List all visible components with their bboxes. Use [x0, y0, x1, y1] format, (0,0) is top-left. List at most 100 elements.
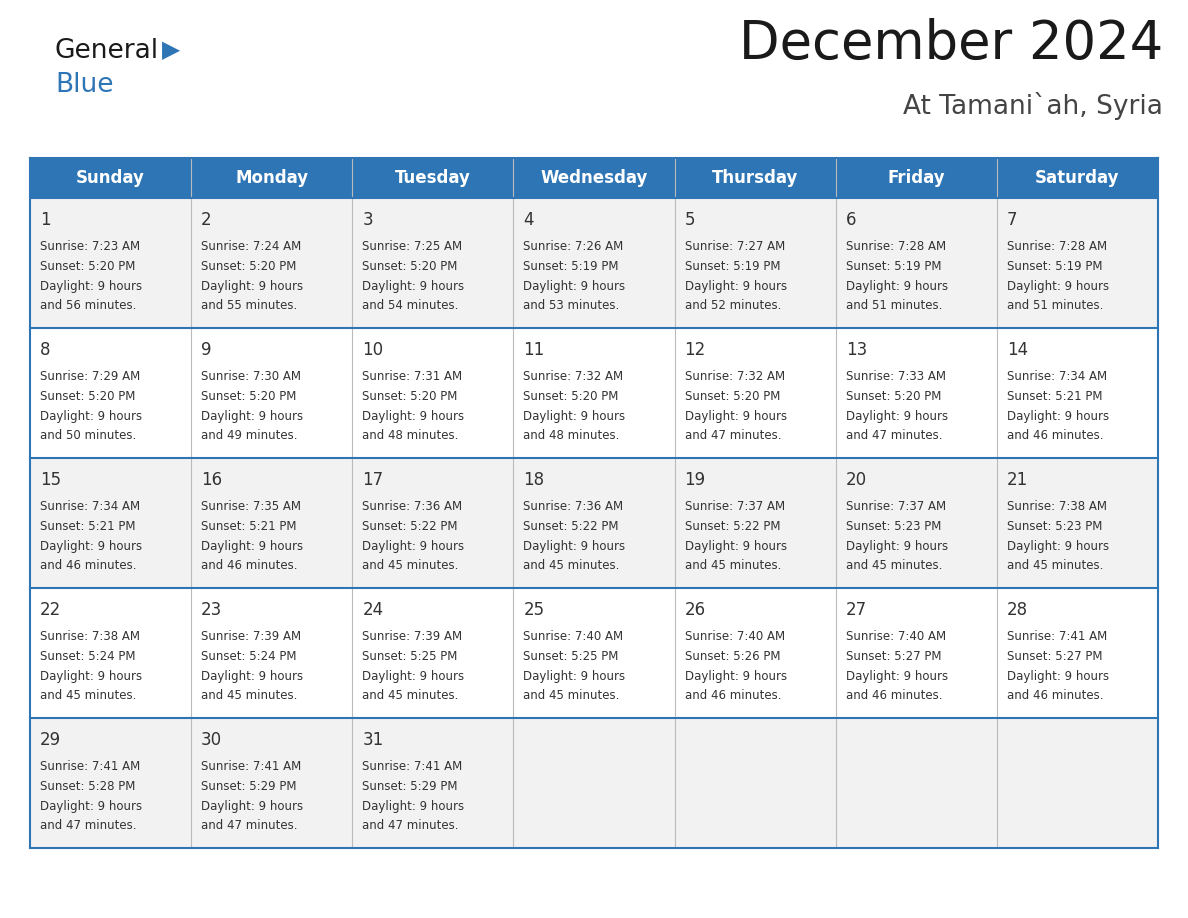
Text: and 45 minutes.: and 45 minutes.: [1007, 559, 1104, 572]
Text: Sunset: 5:20 PM: Sunset: 5:20 PM: [40, 260, 135, 273]
Text: Sunday: Sunday: [76, 169, 145, 187]
Text: Sunset: 5:19 PM: Sunset: 5:19 PM: [846, 260, 941, 273]
Text: Daylight: 9 hours: Daylight: 9 hours: [201, 540, 303, 553]
Text: Sunrise: 7:33 AM: Sunrise: 7:33 AM: [846, 370, 946, 383]
Text: 25: 25: [524, 601, 544, 619]
Text: Sunset: 5:26 PM: Sunset: 5:26 PM: [684, 650, 781, 663]
Text: Sunset: 5:20 PM: Sunset: 5:20 PM: [524, 390, 619, 403]
Text: 6: 6: [846, 211, 857, 229]
Text: Sunset: 5:20 PM: Sunset: 5:20 PM: [201, 390, 297, 403]
Text: Sunset: 5:19 PM: Sunset: 5:19 PM: [1007, 260, 1102, 273]
Text: 24: 24: [362, 601, 384, 619]
Text: Sunset: 5:20 PM: Sunset: 5:20 PM: [362, 260, 457, 273]
Text: and 50 minutes.: and 50 minutes.: [40, 429, 137, 442]
Text: Sunrise: 7:31 AM: Sunrise: 7:31 AM: [362, 370, 462, 383]
Text: 8: 8: [40, 341, 51, 359]
Text: and 49 minutes.: and 49 minutes.: [201, 429, 298, 442]
Text: Sunrise: 7:37 AM: Sunrise: 7:37 AM: [846, 500, 946, 513]
Text: 15: 15: [40, 471, 61, 489]
Text: Daylight: 9 hours: Daylight: 9 hours: [1007, 670, 1108, 683]
Text: Sunrise: 7:41 AM: Sunrise: 7:41 AM: [40, 760, 140, 773]
Text: Sunrise: 7:34 AM: Sunrise: 7:34 AM: [40, 500, 140, 513]
Text: Daylight: 9 hours: Daylight: 9 hours: [684, 540, 786, 553]
Text: Sunrise: 7:24 AM: Sunrise: 7:24 AM: [201, 240, 302, 253]
Text: Daylight: 9 hours: Daylight: 9 hours: [201, 410, 303, 423]
Text: Sunrise: 7:39 AM: Sunrise: 7:39 AM: [201, 630, 302, 643]
Text: Daylight: 9 hours: Daylight: 9 hours: [40, 540, 143, 553]
Text: Sunset: 5:19 PM: Sunset: 5:19 PM: [524, 260, 619, 273]
Text: and 47 minutes.: and 47 minutes.: [201, 819, 298, 832]
Text: Daylight: 9 hours: Daylight: 9 hours: [1007, 540, 1108, 553]
Text: 17: 17: [362, 471, 384, 489]
Text: Daylight: 9 hours: Daylight: 9 hours: [846, 410, 948, 423]
Text: Sunrise: 7:41 AM: Sunrise: 7:41 AM: [1007, 630, 1107, 643]
Text: 31: 31: [362, 731, 384, 749]
Text: Daylight: 9 hours: Daylight: 9 hours: [684, 280, 786, 293]
Bar: [30, 588, 1158, 718]
Text: Sunrise: 7:30 AM: Sunrise: 7:30 AM: [201, 370, 301, 383]
Text: 16: 16: [201, 471, 222, 489]
Text: and 48 minutes.: and 48 minutes.: [524, 429, 620, 442]
Text: Daylight: 9 hours: Daylight: 9 hours: [846, 540, 948, 553]
Text: Sunset: 5:20 PM: Sunset: 5:20 PM: [201, 260, 297, 273]
Text: 1: 1: [40, 211, 51, 229]
Text: Sunrise: 7:26 AM: Sunrise: 7:26 AM: [524, 240, 624, 253]
Text: Sunset: 5:22 PM: Sunset: 5:22 PM: [524, 520, 619, 533]
Text: Sunrise: 7:23 AM: Sunrise: 7:23 AM: [40, 240, 140, 253]
Bar: [30, 458, 1158, 588]
Text: At Tamani`ah, Syria: At Tamani`ah, Syria: [903, 92, 1163, 120]
Text: 7: 7: [1007, 211, 1017, 229]
Text: Sunset: 5:27 PM: Sunset: 5:27 PM: [846, 650, 941, 663]
Text: and 47 minutes.: and 47 minutes.: [362, 819, 459, 832]
Bar: [30, 158, 1158, 198]
Text: 13: 13: [846, 341, 867, 359]
Text: 29: 29: [40, 731, 61, 749]
Text: Sunrise: 7:38 AM: Sunrise: 7:38 AM: [40, 630, 140, 643]
Text: Daylight: 9 hours: Daylight: 9 hours: [362, 540, 465, 553]
Text: Sunset: 5:21 PM: Sunset: 5:21 PM: [201, 520, 297, 533]
Text: and 45 minutes.: and 45 minutes.: [524, 559, 620, 572]
Text: 22: 22: [40, 601, 62, 619]
Text: Daylight: 9 hours: Daylight: 9 hours: [684, 670, 786, 683]
Text: 4: 4: [524, 211, 533, 229]
Bar: [30, 328, 1158, 458]
Text: Sunrise: 7:32 AM: Sunrise: 7:32 AM: [684, 370, 785, 383]
Text: Sunrise: 7:28 AM: Sunrise: 7:28 AM: [1007, 240, 1107, 253]
Text: Sunrise: 7:36 AM: Sunrise: 7:36 AM: [524, 500, 624, 513]
Text: 10: 10: [362, 341, 384, 359]
Text: Sunrise: 7:40 AM: Sunrise: 7:40 AM: [524, 630, 624, 643]
Text: Daylight: 9 hours: Daylight: 9 hours: [40, 800, 143, 813]
Text: 5: 5: [684, 211, 695, 229]
Text: Sunset: 5:29 PM: Sunset: 5:29 PM: [201, 780, 297, 793]
Text: 12: 12: [684, 341, 706, 359]
Text: 20: 20: [846, 471, 867, 489]
Text: Sunrise: 7:40 AM: Sunrise: 7:40 AM: [684, 630, 785, 643]
Text: Daylight: 9 hours: Daylight: 9 hours: [362, 800, 465, 813]
Text: 26: 26: [684, 601, 706, 619]
Text: Daylight: 9 hours: Daylight: 9 hours: [362, 280, 465, 293]
Text: Daylight: 9 hours: Daylight: 9 hours: [40, 280, 143, 293]
Text: and 45 minutes.: and 45 minutes.: [362, 689, 459, 702]
Text: Sunrise: 7:35 AM: Sunrise: 7:35 AM: [201, 500, 301, 513]
Text: Daylight: 9 hours: Daylight: 9 hours: [1007, 280, 1108, 293]
Text: and 45 minutes.: and 45 minutes.: [201, 689, 297, 702]
Text: Sunrise: 7:38 AM: Sunrise: 7:38 AM: [1007, 500, 1107, 513]
Text: Sunrise: 7:27 AM: Sunrise: 7:27 AM: [684, 240, 785, 253]
Text: Sunrise: 7:41 AM: Sunrise: 7:41 AM: [201, 760, 302, 773]
Text: Daylight: 9 hours: Daylight: 9 hours: [201, 670, 303, 683]
Text: Daylight: 9 hours: Daylight: 9 hours: [846, 280, 948, 293]
Text: Sunset: 5:21 PM: Sunset: 5:21 PM: [40, 520, 135, 533]
Text: and 45 minutes.: and 45 minutes.: [846, 559, 942, 572]
Text: Sunset: 5:24 PM: Sunset: 5:24 PM: [40, 650, 135, 663]
Text: Daylight: 9 hours: Daylight: 9 hours: [524, 540, 626, 553]
Text: Thursday: Thursday: [712, 169, 798, 187]
Text: and 51 minutes.: and 51 minutes.: [1007, 299, 1104, 312]
Text: Sunset: 5:19 PM: Sunset: 5:19 PM: [684, 260, 781, 273]
Text: 23: 23: [201, 601, 222, 619]
Text: Tuesday: Tuesday: [394, 169, 470, 187]
Text: and 52 minutes.: and 52 minutes.: [684, 299, 781, 312]
Text: Sunrise: 7:32 AM: Sunrise: 7:32 AM: [524, 370, 624, 383]
Text: Sunset: 5:25 PM: Sunset: 5:25 PM: [362, 650, 457, 663]
Text: and 46 minutes.: and 46 minutes.: [201, 559, 298, 572]
Text: Daylight: 9 hours: Daylight: 9 hours: [362, 670, 465, 683]
